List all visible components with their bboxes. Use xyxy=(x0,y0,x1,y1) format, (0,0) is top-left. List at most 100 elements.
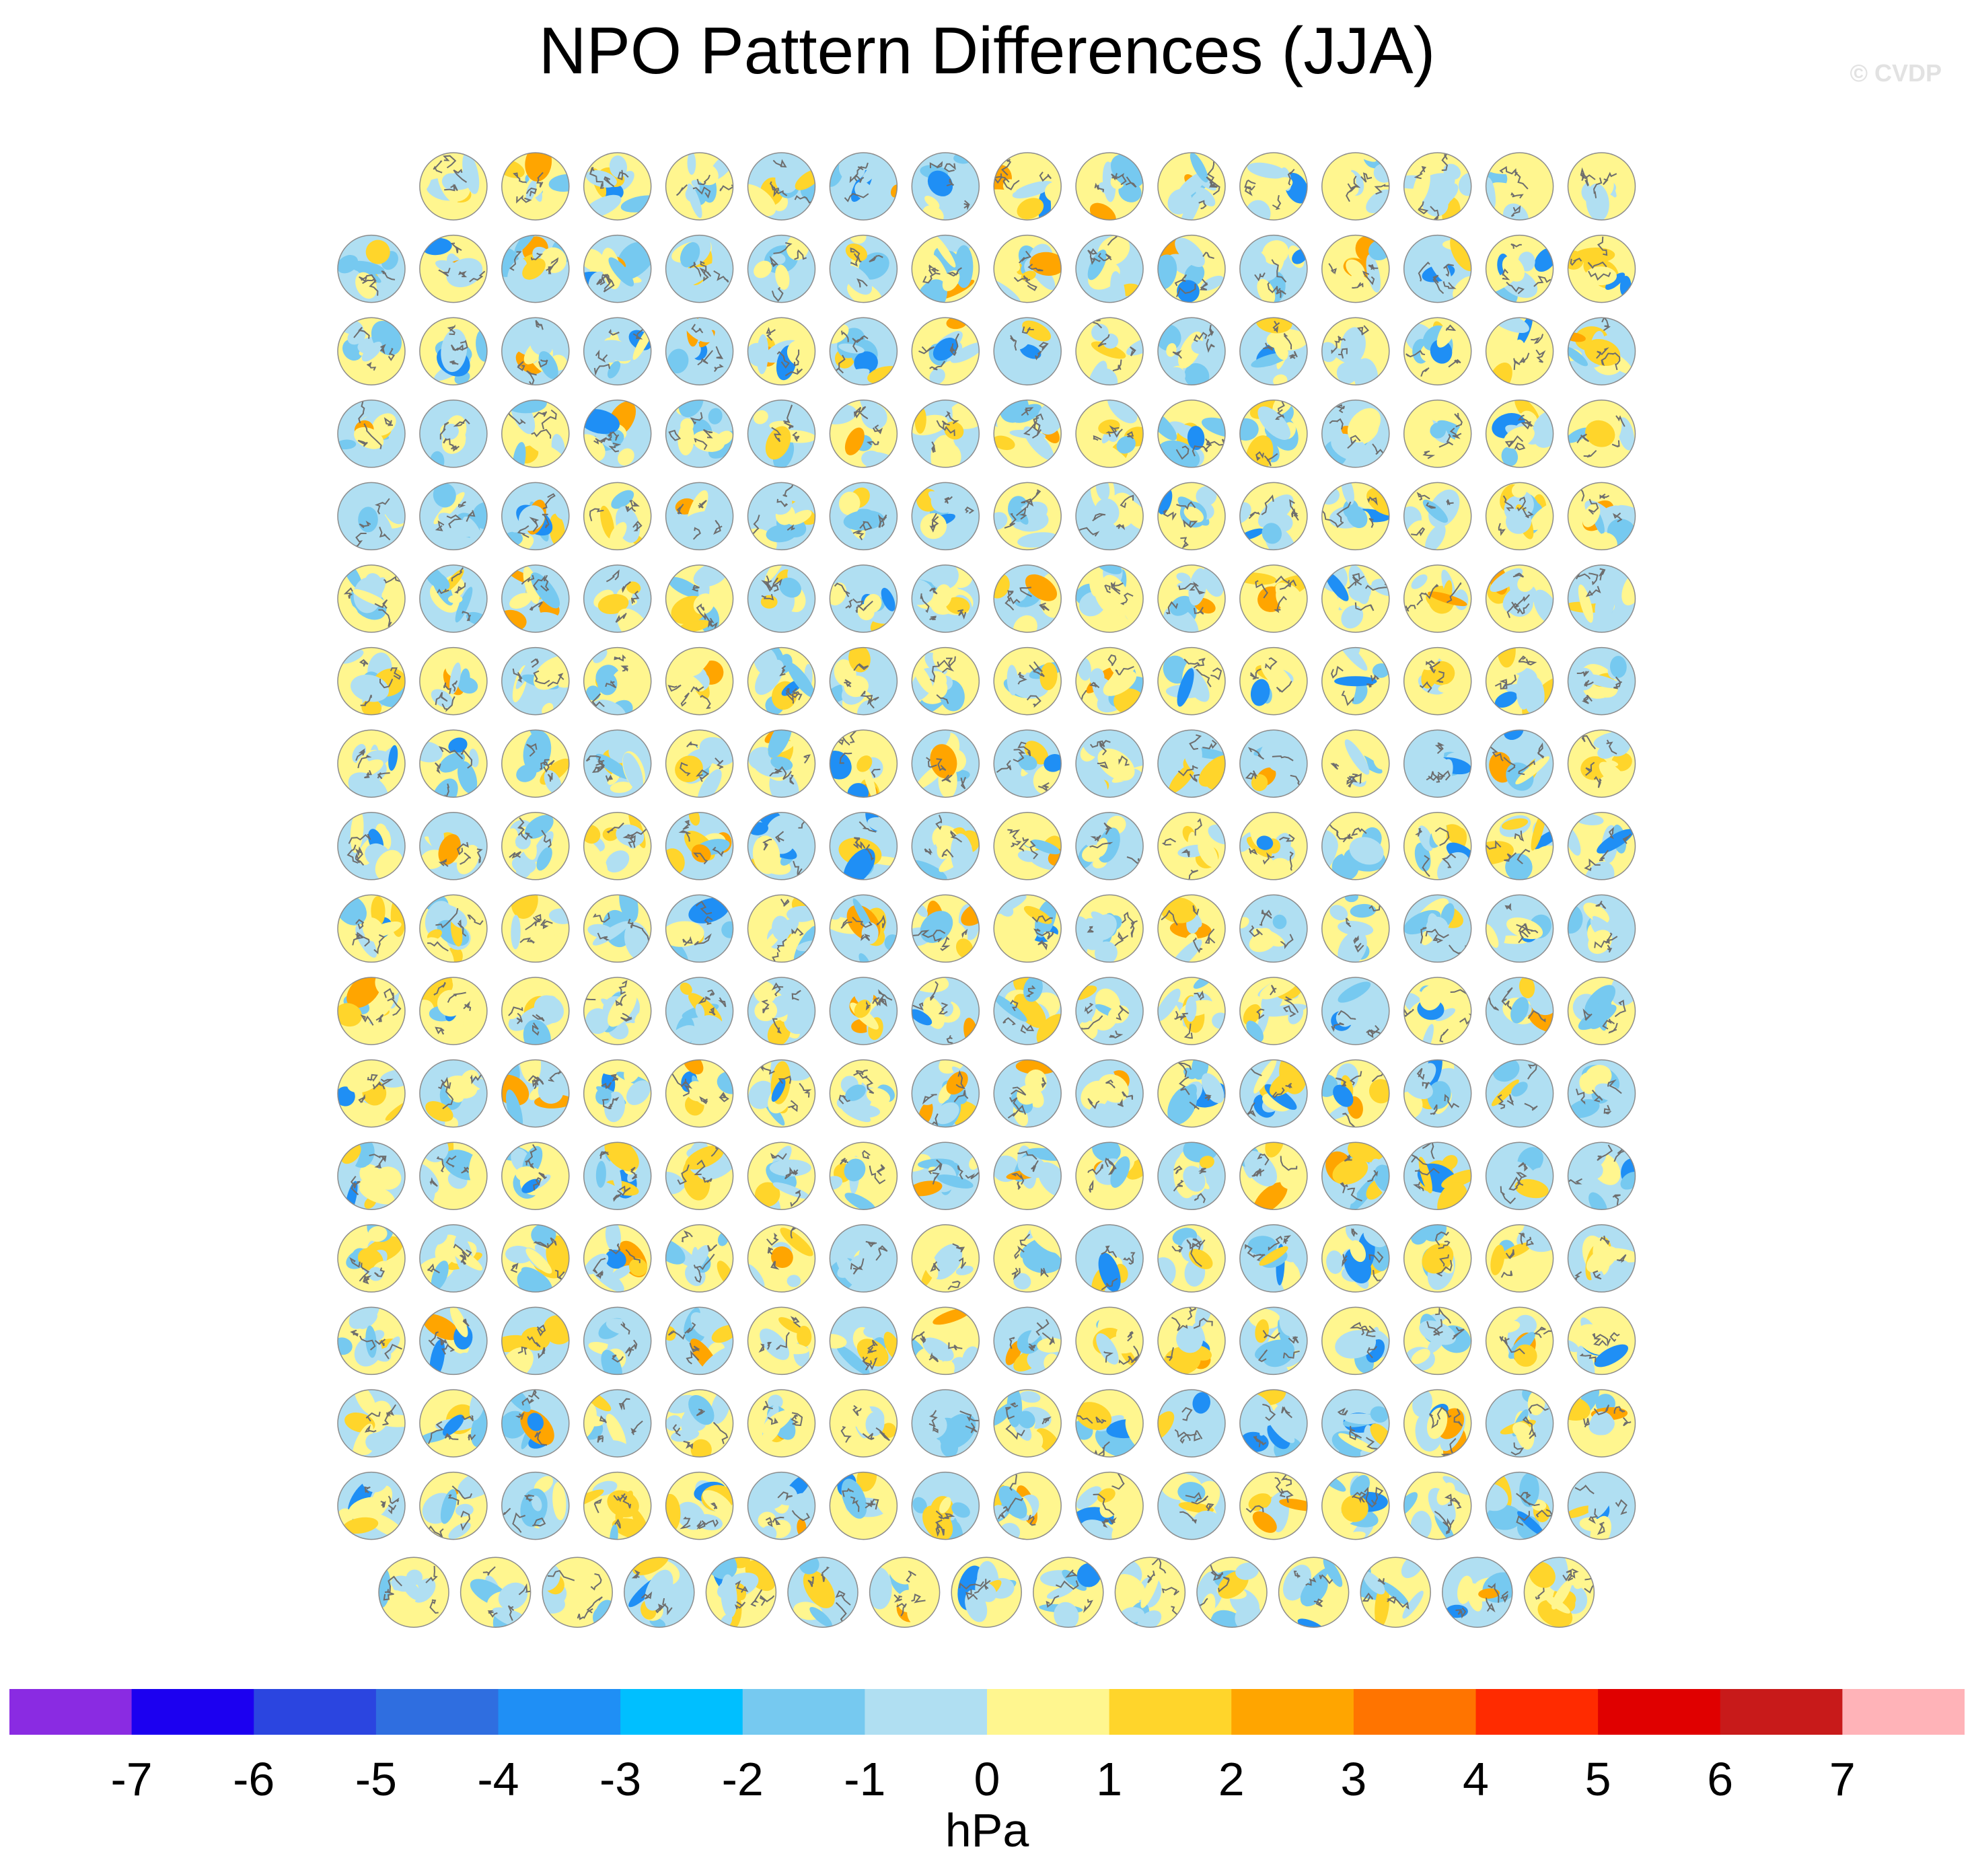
polar-map-panel xyxy=(911,1306,980,1376)
colorbar-tick-label: 4 xyxy=(1463,1753,1489,1805)
polar-map-panel xyxy=(829,1141,898,1210)
polar-map-panel xyxy=(1321,812,1390,880)
polar-map-panel xyxy=(747,482,816,551)
colorbar-segment xyxy=(498,1689,621,1735)
colorbar-tick-label: 5 xyxy=(1584,1753,1611,1805)
polar-map-panel xyxy=(1157,1224,1226,1293)
polar-map-panel xyxy=(1196,1556,1268,1628)
polar-map-panel xyxy=(1075,234,1144,303)
polar-map-panel xyxy=(419,1306,488,1376)
polar-map-panel xyxy=(419,482,488,551)
polar-map-panel xyxy=(911,564,980,633)
polar-map-panel xyxy=(1239,1059,1308,1128)
polar-map-panel xyxy=(1403,1306,1472,1376)
polar-map-panel xyxy=(747,317,816,385)
watermark: © CVDP xyxy=(1850,59,1942,87)
polar-map-panel xyxy=(501,646,570,716)
polar-map-panel xyxy=(829,1306,898,1376)
polar-map-panel xyxy=(1485,564,1554,633)
polar-map-panel xyxy=(1157,729,1226,798)
polar-map-panel xyxy=(665,1059,734,1128)
polar-map-panel xyxy=(1403,1389,1472,1458)
polar-map-panel xyxy=(1321,729,1390,798)
polar-map-panel xyxy=(1157,564,1226,633)
polar-map-panel xyxy=(460,1556,532,1628)
colorbar-segment xyxy=(9,1689,133,1735)
polar-map-panel xyxy=(1321,977,1390,1045)
polar-map-panel xyxy=(1075,894,1144,963)
polar-map-panel xyxy=(583,400,652,468)
polar-map-panel xyxy=(583,564,652,633)
polar-map-panel xyxy=(1321,1306,1390,1376)
polar-map-panel xyxy=(911,646,980,716)
polar-map-panel xyxy=(501,1059,570,1128)
polar-map-panel xyxy=(1567,400,1636,468)
polar-map-panel xyxy=(993,400,1062,468)
colorbar-tick-label: 2 xyxy=(1218,1753,1245,1805)
polar-map-panel xyxy=(1157,1059,1226,1128)
colorbar-tick-label: -2 xyxy=(721,1753,764,1805)
polar-map-panel xyxy=(1239,482,1308,551)
polar-map-panel xyxy=(829,482,898,551)
polar-map-panel xyxy=(705,1556,777,1628)
polar-map-panel xyxy=(1157,646,1226,716)
polar-map-panel xyxy=(337,1224,406,1293)
polar-map-panel xyxy=(1485,646,1554,716)
polar-map-panel xyxy=(1321,1224,1390,1293)
polar-map-panel xyxy=(1239,894,1308,963)
polar-map-panel xyxy=(1157,977,1226,1045)
polar-map-panel xyxy=(1403,400,1472,468)
polar-map-panel xyxy=(747,646,816,716)
colorbar-segment xyxy=(987,1689,1110,1735)
polar-map-panel xyxy=(1321,317,1390,385)
polar-map-panel xyxy=(829,234,898,303)
polar-map-panel xyxy=(1075,152,1144,221)
colorbar-tick-label: 7 xyxy=(1829,1753,1856,1805)
polar-map-panel xyxy=(1075,1389,1144,1458)
polar-map-panel xyxy=(993,812,1062,880)
polar-map-panel xyxy=(337,1306,406,1376)
polar-map-panel xyxy=(1075,317,1144,385)
polar-map-panel xyxy=(419,1141,488,1210)
polar-map-panel xyxy=(829,1059,898,1128)
polar-map-panel xyxy=(583,646,652,716)
polar-map-panel xyxy=(337,564,406,633)
polar-map-panel xyxy=(337,317,406,385)
colorbar-segment xyxy=(742,1689,865,1735)
polar-map-panel xyxy=(1157,894,1226,963)
polar-map-panel xyxy=(1567,482,1636,551)
colorbar-segment xyxy=(254,1689,377,1735)
polar-map-panel xyxy=(911,1224,980,1293)
polar-map-panel xyxy=(1567,1471,1636,1540)
polar-map-panel xyxy=(1485,977,1554,1045)
polar-map-panel xyxy=(665,729,734,798)
polar-map-panel xyxy=(747,1224,816,1293)
polar-map-panel xyxy=(1239,317,1308,385)
polar-map-panel xyxy=(583,1059,652,1128)
colorbar-tick-label: -4 xyxy=(477,1753,519,1805)
polar-map-panel xyxy=(337,1471,406,1540)
polar-map-panel xyxy=(1157,1306,1226,1376)
polar-map-panel xyxy=(1485,482,1554,551)
polar-map-panel xyxy=(583,1306,652,1376)
colorbar-tick-label: -7 xyxy=(110,1753,153,1805)
colorbar-tick-label: -5 xyxy=(355,1753,397,1805)
polar-map-panel xyxy=(337,234,406,303)
polar-map-panel xyxy=(665,1306,734,1376)
polar-map-panel xyxy=(1321,1141,1390,1210)
polar-map-panel xyxy=(337,482,406,551)
polar-map-panel xyxy=(1403,1471,1472,1540)
polar-map-panel xyxy=(993,152,1062,221)
polar-map-panel xyxy=(911,400,980,468)
polar-map-panel xyxy=(1485,152,1554,221)
polar-map-panel xyxy=(787,1556,858,1628)
polar-map-panel xyxy=(869,1556,941,1628)
polar-map-panel xyxy=(1403,1224,1472,1293)
polar-map-panel xyxy=(1239,564,1308,633)
polar-map-panel xyxy=(501,729,570,798)
polar-map-panel xyxy=(501,1224,570,1293)
polar-map-panel xyxy=(501,152,570,221)
polar-map-panel xyxy=(1567,894,1636,963)
polar-map-panel xyxy=(1485,317,1554,385)
polar-map-panel xyxy=(501,1471,570,1540)
